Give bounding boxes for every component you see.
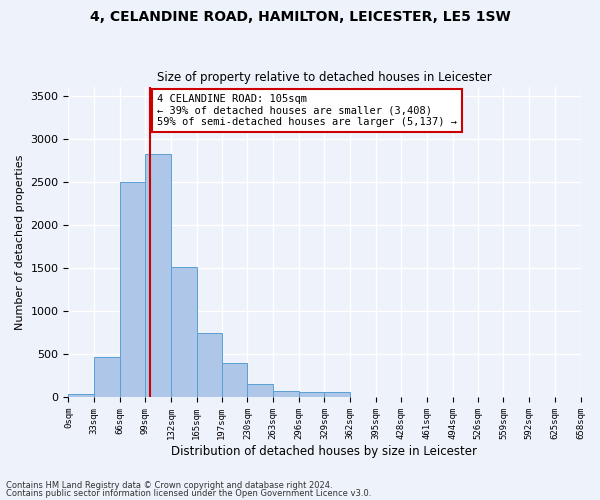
- Bar: [197, 334, 222, 397]
- Text: Contains public sector information licensed under the Open Government Licence v3: Contains public sector information licen…: [6, 488, 371, 498]
- Title: Size of property relative to detached houses in Leicester: Size of property relative to detached ho…: [157, 72, 492, 85]
- Bar: [273, 391, 299, 397]
- Bar: [120, 182, 145, 397]
- Bar: [299, 392, 325, 397]
- Bar: [222, 364, 247, 397]
- Bar: [171, 267, 197, 397]
- Bar: [68, 394, 94, 397]
- X-axis label: Distribution of detached houses by size in Leicester: Distribution of detached houses by size …: [172, 444, 478, 458]
- Bar: [247, 384, 273, 397]
- Bar: [145, 154, 171, 397]
- Text: 4 CELANDINE ROAD: 105sqm
← 39% of detached houses are smaller (3,408)
59% of sem: 4 CELANDINE ROAD: 105sqm ← 39% of detach…: [157, 94, 457, 127]
- Text: 4, CELANDINE ROAD, HAMILTON, LEICESTER, LE5 1SW: 4, CELANDINE ROAD, HAMILTON, LEICESTER, …: [89, 10, 511, 24]
- Text: Contains HM Land Registry data © Crown copyright and database right 2024.: Contains HM Land Registry data © Crown c…: [6, 481, 332, 490]
- Bar: [94, 358, 120, 397]
- Bar: [325, 392, 350, 397]
- Y-axis label: Number of detached properties: Number of detached properties: [15, 154, 25, 330]
